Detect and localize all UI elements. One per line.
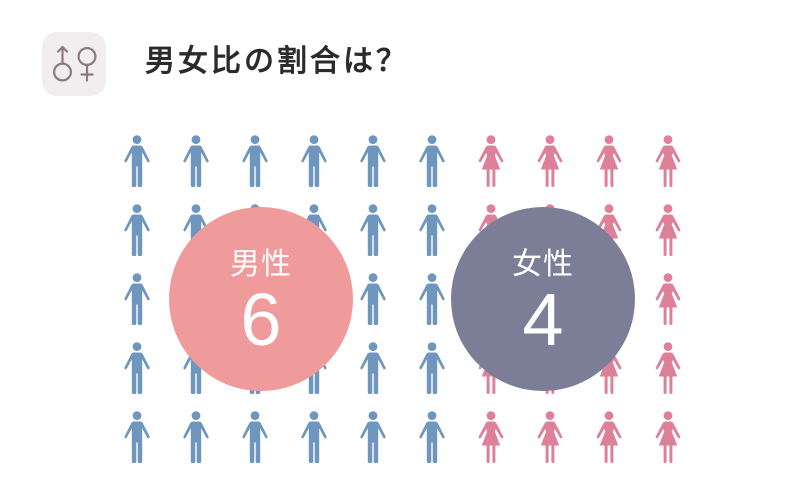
male-female-icon <box>53 45 97 82</box>
male-figure <box>124 204 150 256</box>
male-ratio-circle: 男性 6 <box>169 207 353 391</box>
male-figure <box>183 411 209 463</box>
female-ratio-circle: 女性 4 <box>451 207 635 391</box>
female-figure <box>478 411 504 463</box>
male-figure <box>419 204 445 256</box>
gender-icon-badge <box>42 32 106 96</box>
female-cross-icon <box>80 63 94 82</box>
male-figure <box>360 342 386 394</box>
male-figure <box>124 411 150 463</box>
section-title: 男女比の割合は？ <box>145 45 409 78</box>
male-figure <box>360 411 386 463</box>
male-figure <box>301 411 327 463</box>
female-figure <box>596 411 622 463</box>
male-value: 6 <box>240 278 282 361</box>
male-figure <box>183 135 209 187</box>
male-figure <box>124 273 150 325</box>
female-figure <box>596 135 622 187</box>
male-arrow-icon <box>56 45 69 65</box>
female-figure <box>655 135 681 187</box>
female-figure <box>655 342 681 394</box>
male-figure <box>124 135 150 187</box>
female-figure <box>655 411 681 463</box>
male-figure <box>419 273 445 325</box>
male-figure <box>242 411 268 463</box>
female-label: 女性 <box>512 248 574 281</box>
female-figure <box>537 135 563 187</box>
male-figure <box>360 204 386 256</box>
female-figure <box>655 273 681 325</box>
female-figure <box>478 135 504 187</box>
male-figure <box>419 135 445 187</box>
male-figure <box>360 273 386 325</box>
male-figure <box>360 135 386 187</box>
male-figure <box>301 135 327 187</box>
female-value: 4 <box>522 278 564 361</box>
female-figure <box>537 411 563 463</box>
male-figure <box>124 342 150 394</box>
female-figure <box>655 204 681 256</box>
male-label: 男性 <box>230 248 292 281</box>
male-figure <box>419 411 445 463</box>
male-figure <box>419 342 445 394</box>
male-figure <box>242 135 268 187</box>
